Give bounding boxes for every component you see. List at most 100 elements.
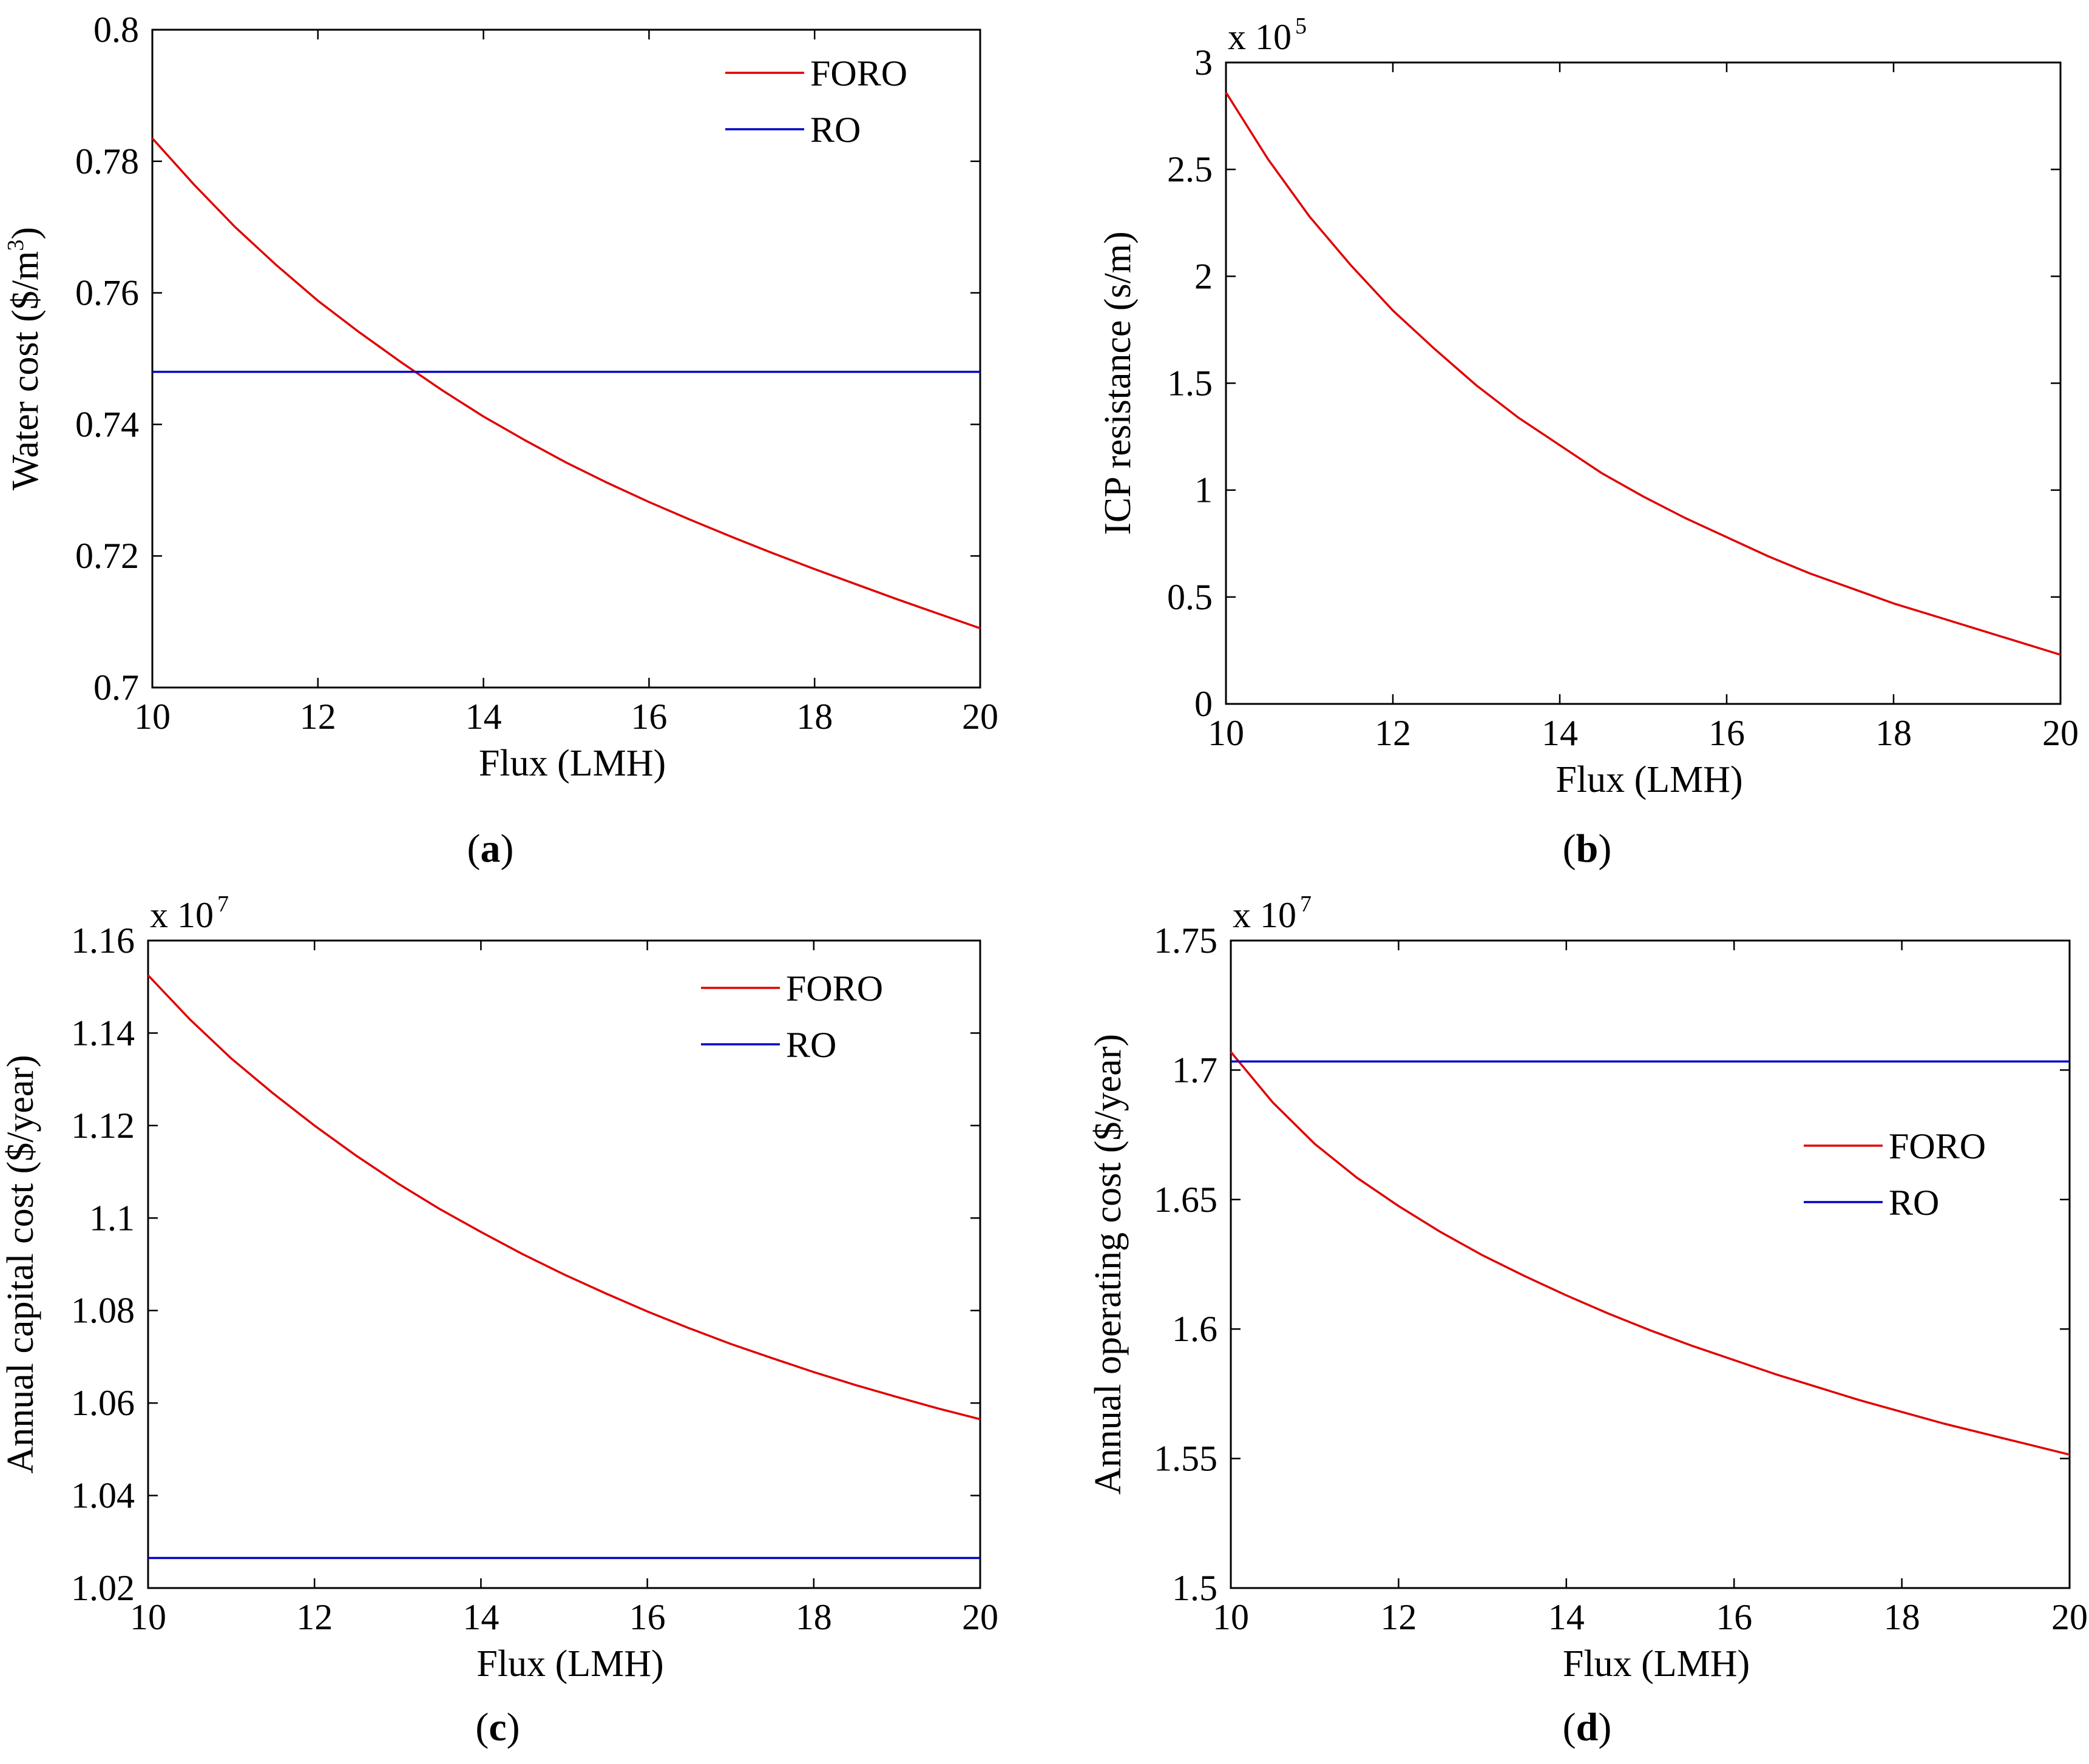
x-axis-label: Flux (LMH) <box>1563 1643 1750 1685</box>
x-tick-label: 20 <box>962 1597 998 1637</box>
y-axis-label-text: ICP resistance (s/m) <box>1097 231 1139 535</box>
exponent-base: x 10 <box>1233 895 1296 935</box>
x-tick-label: 16 <box>629 1597 666 1637</box>
y-tick-label: 1.02 <box>71 1568 135 1608</box>
y-tick-label: 1.65 <box>1154 1180 1217 1220</box>
x-tick-label: 18 <box>796 1597 832 1637</box>
exponent-base: x 10 <box>150 895 214 935</box>
y-axis-label-superscript: 3 <box>3 240 29 251</box>
y-tick-label: 0.74 <box>75 404 139 444</box>
exponent-power: 7 <box>1300 891 1312 917</box>
x-tick-label: 16 <box>1716 1597 1752 1637</box>
caption-letter: b <box>1576 826 1599 871</box>
legend-label-ro: RO <box>1889 1183 1939 1223</box>
legend-label-ro: RO <box>786 1025 836 1065</box>
y-tick-label: 0.78 <box>75 141 139 181</box>
x-tick-label: 12 <box>1380 1597 1417 1637</box>
x-tick-label: 10 <box>1213 1597 1249 1637</box>
x-tick-label: 14 <box>1542 713 1578 753</box>
plot-area-frame <box>147 939 981 1589</box>
y-tick-label: 2.5 <box>1167 149 1213 189</box>
legend-label-foro: FORO <box>1889 1126 1986 1166</box>
y-tick-label: 0.7 <box>93 667 139 708</box>
x-tick-label: 18 <box>1875 713 1912 753</box>
legend: FORO RO <box>725 53 907 150</box>
y-tick-label: 1.14 <box>71 1013 135 1053</box>
y-tick-label: 1 <box>1194 470 1213 510</box>
y-axis-label: Water cost ($/m3) <box>3 227 46 490</box>
series-line-foro <box>1230 1051 2070 1456</box>
x-tick-label: 18 <box>796 697 833 737</box>
caption-letter: c <box>489 1705 506 1749</box>
y-axis-label-text: Annual capital cost ($/year) <box>0 1055 41 1473</box>
y-axis-label-text: Annual operating cost ($/year) <box>1088 1034 1129 1495</box>
y-tick-label: 0.76 <box>75 273 139 313</box>
x-tick-label: 14 <box>1548 1597 1585 1637</box>
caption-close-paren: ) <box>501 826 514 871</box>
plot-area-frame <box>1230 939 2071 1589</box>
x-tick-label: 20 <box>962 697 998 737</box>
caption-open-paren: ( <box>467 826 481 871</box>
panel-caption: (a) <box>467 826 514 871</box>
x-tick-label: 14 <box>462 1597 499 1637</box>
chart-panel-a: 10 12 14 16 18 20 0.7 0.72 0.74 0.76 0.78 0.8 Flux (… <box>3 10 998 871</box>
caption-open-paren: ( <box>1563 826 1576 871</box>
chart-panel-d: 10 12 14 16 18 20 1.5 1.55 1.6 1.65 1.7 1.75 x 10 7 Fl… <box>1088 891 2088 1749</box>
caption-close-paren: ) <box>507 1705 520 1749</box>
y-tick-label: 1.04 <box>71 1476 135 1516</box>
x-axis-label: Flux (LMH) <box>479 743 666 784</box>
series-line-icp <box>1225 92 2061 656</box>
x-axis-label: Flux (LMH) <box>1556 759 1742 800</box>
caption-letter: a <box>481 826 501 871</box>
y-tick-label: 3 <box>1194 42 1213 83</box>
plot-area-frame <box>1225 61 2062 705</box>
exponent-base: x 10 <box>1228 17 1292 57</box>
y-axis-label: ICP resistance (s/m) <box>1097 231 1139 535</box>
y-tick-label: 1.5 <box>1172 1568 1217 1608</box>
y-axis-label-tail: ) <box>5 227 46 240</box>
y-tick-label: 1.08 <box>71 1291 135 1331</box>
x-tick-label: 10 <box>1208 713 1244 753</box>
x-tick-label: 10 <box>130 1597 166 1637</box>
axis-exponent-label: x 10 7 <box>150 891 229 935</box>
x-tick-label: 14 <box>466 697 502 737</box>
legend-label-ro: RO <box>810 110 861 150</box>
caption-open-paren: ( <box>1563 1705 1576 1749</box>
y-tick-label: 0.8 <box>93 10 139 50</box>
series-line-foro <box>151 137 981 630</box>
x-tick-label: 16 <box>1708 713 1745 753</box>
caption-letter: d <box>1576 1705 1599 1749</box>
caption-close-paren: ) <box>1598 1705 1611 1749</box>
x-tick-label: 16 <box>631 697 667 737</box>
y-tick-label: 0.5 <box>1167 577 1213 617</box>
x-tick-label: 12 <box>1375 713 1411 753</box>
exponent-power: 7 <box>217 891 229 917</box>
x-axis-label: Flux (LMH) <box>476 1643 663 1685</box>
caption-close-paren: ) <box>1598 826 1611 871</box>
axis-exponent-label: x 10 7 <box>1233 891 1312 935</box>
y-tick-label: 1.1 <box>89 1198 135 1238</box>
caption-open-paren: ( <box>475 1705 489 1749</box>
y-tick-label: 1.7 <box>1172 1050 1217 1090</box>
chart-panel-c: 10 12 14 16 18 20 1.02 1.04 1.06 1.08 1.1 1.12 1.14 1… <box>0 891 998 1749</box>
panel-caption: (c) <box>475 1705 520 1749</box>
y-tick-label: 1.16 <box>71 921 135 961</box>
legend-label-foro: FORO <box>786 968 883 1009</box>
y-tick-label: 1.5 <box>1167 363 1213 404</box>
legend-label-foro: FORO <box>810 53 907 93</box>
x-tick-label: 20 <box>2042 713 2079 753</box>
x-tick-label: 18 <box>1884 1597 1920 1637</box>
panel-caption: (d) <box>1563 1705 1612 1749</box>
y-tick-label: 1.6 <box>1172 1309 1217 1349</box>
y-tick-label: 1.75 <box>1154 921 1217 961</box>
axis-exponent-label: x 10 5 <box>1228 13 1307 57</box>
y-axis-label: Annual capital cost ($/year) <box>0 1055 41 1473</box>
x-tick-label: 12 <box>300 697 336 737</box>
y-tick-label: 2 <box>1194 256 1213 296</box>
panel-caption: (b) <box>1563 826 1612 871</box>
series-line-foro <box>147 974 981 1421</box>
legend: FORO RO <box>701 968 883 1065</box>
exponent-power: 5 <box>1295 13 1307 39</box>
x-tick-label: 10 <box>134 697 171 737</box>
